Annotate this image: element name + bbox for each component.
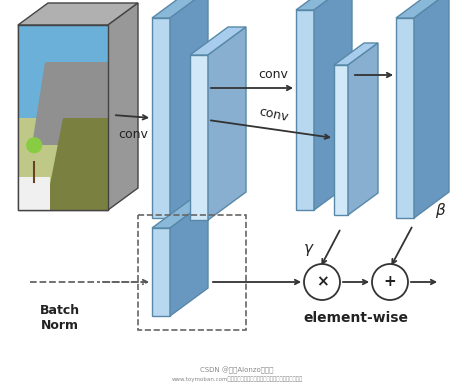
Polygon shape	[18, 3, 138, 25]
Bar	[138, 215, 246, 330]
Polygon shape	[190, 27, 246, 55]
Polygon shape	[18, 25, 108, 210]
Circle shape	[304, 264, 340, 300]
Polygon shape	[396, 18, 414, 218]
Circle shape	[372, 264, 408, 300]
Circle shape	[26, 137, 42, 153]
Polygon shape	[348, 43, 378, 215]
Polygon shape	[152, 18, 170, 218]
Text: conv: conv	[118, 129, 148, 141]
Polygon shape	[296, 0, 352, 10]
Polygon shape	[108, 3, 138, 210]
Polygon shape	[296, 10, 314, 210]
Polygon shape	[152, 228, 170, 316]
Polygon shape	[170, 0, 208, 218]
Text: Batch
Norm: Batch Norm	[40, 304, 80, 332]
Polygon shape	[170, 200, 208, 316]
Text: +: +	[383, 275, 396, 290]
Polygon shape	[152, 200, 208, 228]
Text: ×: ×	[316, 275, 328, 290]
Text: γ: γ	[303, 240, 312, 255]
Text: CSDN @叫我Alonzo就好了: CSDN @叫我Alonzo就好了	[200, 367, 274, 374]
Polygon shape	[208, 27, 246, 220]
Text: element-wise: element-wise	[303, 311, 409, 325]
Polygon shape	[396, 0, 449, 18]
Polygon shape	[334, 65, 348, 215]
Polygon shape	[314, 0, 352, 210]
Text: conv: conv	[258, 106, 290, 124]
Polygon shape	[18, 25, 108, 118]
Polygon shape	[414, 0, 449, 218]
Polygon shape	[190, 55, 208, 220]
Polygon shape	[152, 0, 208, 18]
Polygon shape	[18, 118, 108, 210]
Polygon shape	[45, 118, 108, 210]
Polygon shape	[31, 62, 108, 145]
Text: conv: conv	[258, 68, 288, 81]
Text: www.toymoban.com网络图片仅供展示，非存储，如有侵权请联系删除。: www.toymoban.com网络图片仅供展示，非存储，如有侵权请联系删除。	[172, 376, 302, 382]
Polygon shape	[334, 43, 378, 65]
Text: β: β	[435, 202, 445, 217]
Polygon shape	[18, 177, 49, 210]
